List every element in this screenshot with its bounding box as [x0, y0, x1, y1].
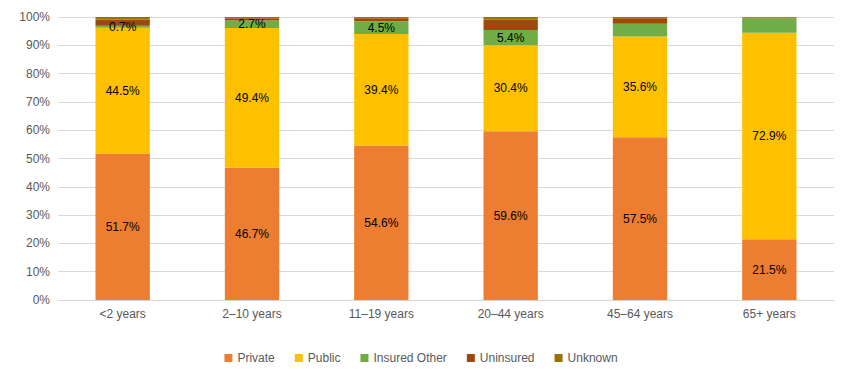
svg-text:11–19 years: 11–19 years — [349, 307, 414, 321]
svg-text:Private: Private — [237, 351, 275, 365]
svg-text:5.4%: 5.4% — [497, 31, 525, 45]
svg-text:Unknown: Unknown — [568, 351, 618, 365]
svg-text:45–64 years: 45–64 years — [607, 307, 673, 321]
svg-text:0.7%: 0.7% — [109, 20, 137, 34]
svg-text:2–10 years: 2–10 years — [222, 307, 281, 321]
svg-text:65+ years: 65+ years — [743, 307, 796, 321]
svg-text:44.5%: 44.5% — [106, 84, 140, 98]
svg-text:80%: 80% — [26, 67, 50, 81]
svg-text:30%: 30% — [26, 208, 50, 222]
svg-text:49.4%: 49.4% — [235, 91, 269, 105]
svg-text:20–44 years: 20–44 years — [478, 307, 544, 321]
svg-text:Uninsured: Uninsured — [480, 351, 535, 365]
svg-text:51.7%: 51.7% — [106, 220, 140, 234]
svg-text:2.7%: 2.7% — [238, 17, 266, 31]
svg-text:20%: 20% — [26, 236, 50, 250]
svg-text:60%: 60% — [26, 123, 50, 137]
svg-text:0%: 0% — [33, 293, 51, 307]
svg-text:70%: 70% — [26, 95, 50, 109]
svg-text:50%: 50% — [26, 152, 50, 166]
svg-text:40%: 40% — [26, 180, 50, 194]
svg-text:72.9%: 72.9% — [752, 129, 786, 143]
svg-text:35.6%: 35.6% — [623, 80, 657, 94]
svg-text:39.4%: 39.4% — [364, 83, 398, 97]
svg-text:4.5%: 4.5% — [368, 21, 396, 35]
svg-text:30.4%: 30.4% — [494, 81, 528, 95]
svg-text:10%: 10% — [26, 265, 50, 279]
svg-text:100%: 100% — [19, 10, 50, 24]
svg-text:Insured Other: Insured Other — [373, 351, 446, 365]
svg-text:90%: 90% — [26, 38, 50, 52]
svg-text:46.7%: 46.7% — [235, 227, 269, 241]
svg-text:21.5%: 21.5% — [752, 263, 786, 277]
svg-text:Public: Public — [308, 351, 341, 365]
svg-text:54.6%: 54.6% — [364, 216, 398, 230]
svg-text:<2 years: <2 years — [99, 307, 145, 321]
svg-text:57.5%: 57.5% — [623, 212, 657, 226]
svg-text:59.6%: 59.6% — [494, 209, 528, 223]
